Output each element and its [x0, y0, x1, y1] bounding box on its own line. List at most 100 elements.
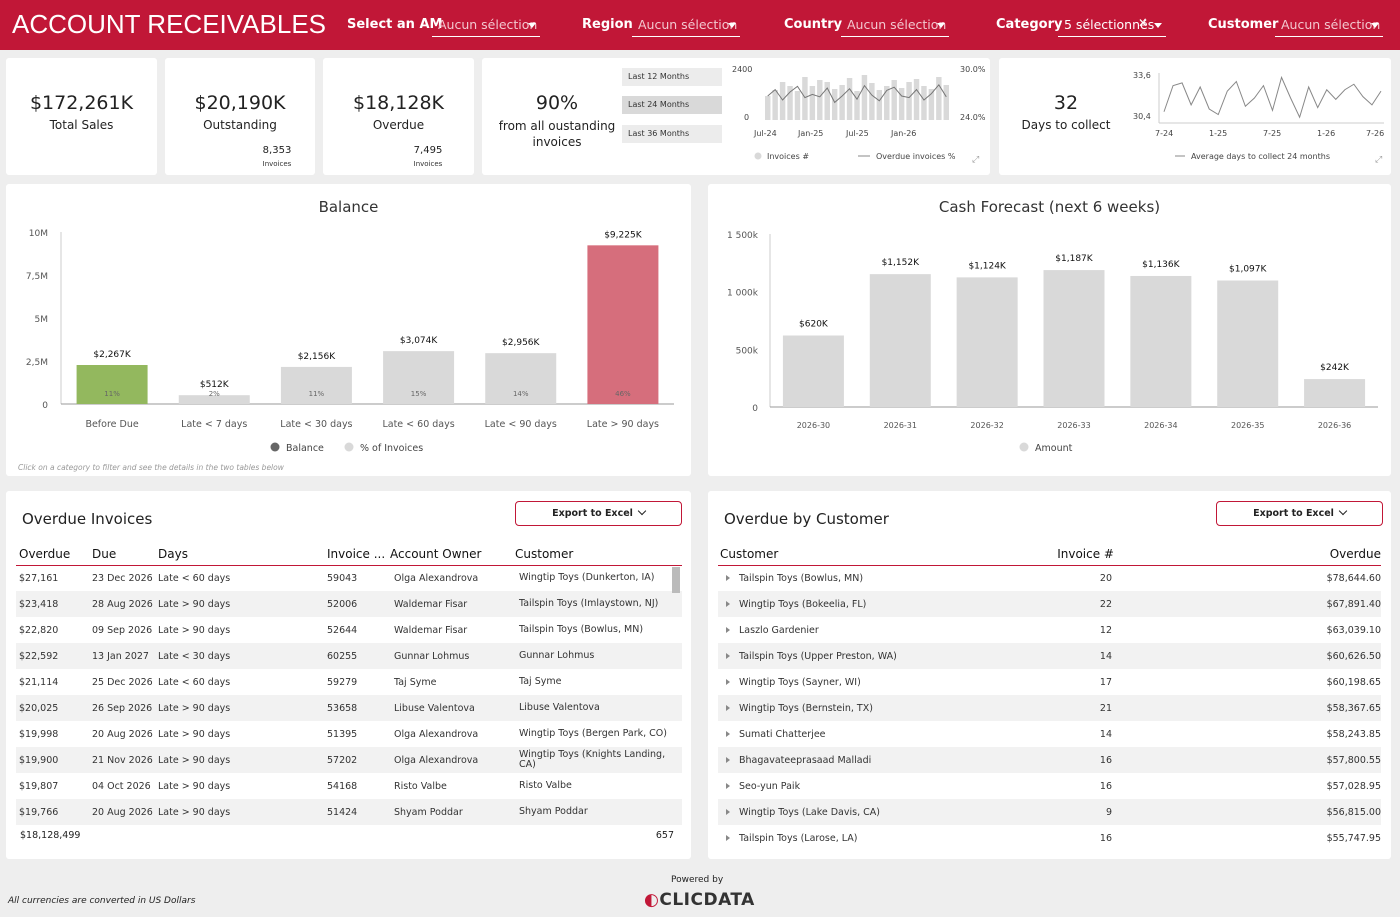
x-tick: 2026-35: [1231, 421, 1264, 430]
table-cell: 59279: [327, 676, 358, 688]
table-cell: 54168: [327, 780, 358, 792]
forecast-bar[interactable]: [956, 277, 1018, 407]
legend-pct-invoices[interactable]: % of Invoices: [360, 443, 423, 454]
table-row[interactable]: $23,418 28 Aug 2026 Late > 90 days 52006 Wal…: [16, 591, 682, 617]
table-cell: Tailspin Toys (Imlaystown, NJ): [515, 591, 682, 617]
kpi-label: Total Sales: [49, 118, 114, 132]
expand-row-icon[interactable]: [726, 808, 730, 815]
x-tick: 2026-30: [797, 421, 830, 430]
table-row[interactable]: Wingtip Toys (Bokeelia, FL) 22 $67,891.40: [718, 591, 1381, 617]
expand-row-icon[interactable]: [726, 730, 730, 737]
country-select[interactable]: Aucun sélection: [841, 15, 949, 37]
table-row[interactable]: $19,807 04 Oct 2026 Late > 90 days 54168 Ris…: [16, 773, 682, 799]
expand-row-icon[interactable]: [726, 834, 730, 841]
kpi-count: 7,495: [413, 145, 443, 156]
expand-icon[interactable]: ⤢: [1374, 155, 1382, 165]
legend-amount[interactable]: Amount: [1035, 443, 1073, 454]
forecast-bar[interactable]: [1217, 280, 1279, 407]
legend-swatch: [1019, 442, 1029, 452]
forecast-bar[interactable]: [1304, 379, 1366, 407]
table-row[interactable]: Wingtip Toys (Bernstein, TX) 21 $58,367.65: [718, 695, 1381, 721]
clear-icon[interactable]: ✕: [1137, 16, 1148, 30]
y-tick: 1 000k: [727, 289, 759, 299]
col-days[interactable]: Days: [158, 546, 188, 561]
bar-value-label: $1,152K: [882, 258, 920, 268]
table-row[interactable]: $20,025 26 Sep 2026 Late > 90 days 53658 Lib…: [16, 695, 682, 721]
balance-bar[interactable]: [485, 353, 557, 404]
table-row[interactable]: $19,900 21 Nov 2026 Late > 90 days 57202 Olg…: [16, 747, 682, 773]
balance-note: Click on a category to filter and see th…: [18, 463, 284, 472]
export-excel-button[interactable]: Export to Excel: [1216, 501, 1383, 526]
table-row[interactable]: $27,161 23 Dec 2026 Late < 60 days 59043 Olg…: [16, 565, 682, 591]
table-row[interactable]: $19,998 20 Aug 2026 Late > 90 days 51395 Olg…: [16, 721, 682, 747]
am-select[interactable]: Aucun sélection: [432, 15, 540, 37]
invoice-bar: [809, 86, 816, 120]
balance-bar[interactable]: [383, 351, 455, 404]
x-tick: Jan-25: [797, 129, 823, 138]
last-12-months-button[interactable]: Last 12 Months: [622, 68, 722, 86]
table-row[interactable]: Sumati Chatterjee 14 $58,243.85: [718, 721, 1381, 747]
table-cell: Shyam Poddar: [390, 799, 515, 825]
region-select[interactable]: Aucun sélection: [632, 15, 740, 37]
scrollbar-thumb[interactable]: [672, 567, 680, 593]
table-row[interactable]: $19,766 20 Aug 2026 Late > 90 days 51424 Shy…: [16, 799, 682, 825]
table-row[interactable]: $21,114 25 Dec 2026 Late < 60 days 59279 Taj…: [16, 669, 682, 695]
table-row[interactable]: Laszlo Gardenier 12 $63,039.10: [718, 617, 1381, 643]
expand-icon[interactable]: ⤢: [971, 155, 979, 165]
legend-balance[interactable]: Balance: [286, 443, 324, 454]
col-customer[interactable]: Customer: [515, 546, 574, 561]
table-row[interactable]: Wingtip Toys (Sayner, WI) 17 $60,198.65: [718, 669, 1381, 695]
table-row[interactable]: Bhagavateeprasaad Malladi 16 $57,800.55: [718, 747, 1381, 773]
table-cell: 59043: [327, 572, 358, 584]
expand-row-icon[interactable]: [726, 756, 730, 763]
table-row[interactable]: Wingtip Toys (Lake Davis, CA) 9 $56,815.00: [718, 799, 1381, 825]
expand-row-icon[interactable]: [726, 574, 730, 581]
forecast-bar[interactable]: [782, 335, 844, 407]
legend-overdue-pct: Overdue invoices %: [876, 152, 956, 161]
x-tick: 7-26: [1366, 129, 1384, 138]
invoice-bar: [772, 90, 778, 120]
x-tick: Late < 30 days: [280, 419, 352, 430]
col-account-owner[interactable]: Account Owner: [390, 546, 482, 561]
expand-row-icon[interactable]: [726, 626, 730, 633]
col-invoice-count[interactable]: Invoice #: [1057, 546, 1114, 561]
table-cell: Wingtip Toys (Bokeelia, FL): [718, 591, 1018, 617]
table-row[interactable]: Seo-yun Paik 16 $57,028.95: [718, 773, 1381, 799]
customer-select[interactable]: Aucun sélection: [1275, 15, 1383, 37]
table-cell: $27,161: [19, 572, 59, 584]
balance-bar[interactable]: [76, 365, 148, 404]
expand-row-icon[interactable]: [726, 704, 730, 711]
col-overdue[interactable]: Overdue: [19, 546, 71, 561]
balance-bar[interactable]: [280, 366, 352, 404]
expand-row-icon[interactable]: [726, 678, 730, 685]
expand-row-icon[interactable]: [726, 600, 730, 607]
last-24-months-button[interactable]: Last 24 Months: [622, 96, 722, 114]
table-cell: $19,766: [16, 799, 92, 825]
table-row[interactable]: Tailspin Toys (Upper Preston, WA) 14 $60,6…: [718, 643, 1381, 669]
export-excel-button[interactable]: Export to Excel: [515, 501, 682, 526]
table-cell: Wingtip Toys (Sayner, WI): [718, 669, 1018, 695]
table-row[interactable]: $22,592 13 Jan 2027 Late < 30 days 60255 Gun…: [16, 643, 682, 669]
expand-row-icon[interactable]: [726, 782, 730, 789]
col-overdue[interactable]: Overdue: [1329, 546, 1381, 561]
table-row[interactable]: Tailspin Toys (Bowlus, MN) 20 $78,644.60: [718, 565, 1381, 591]
last-36-months-button[interactable]: Last 36 Months: [622, 125, 722, 143]
col-customer[interactable]: Customer: [720, 546, 779, 561]
table-row[interactable]: Tailspin Toys (Larose, LA) 16 $55,747.95: [718, 825, 1381, 851]
balance-bar[interactable]: [587, 245, 659, 404]
forecast-bar[interactable]: [1043, 270, 1105, 407]
table-cell: 51424: [327, 799, 390, 825]
x-tick: Late < 60 days: [382, 419, 454, 430]
category-select[interactable]: 5 sélectionnés ✕: [1058, 15, 1166, 37]
table-cell: Sumati Chatterjee: [718, 721, 1018, 747]
forecast-bar[interactable]: [1130, 275, 1192, 407]
table-cell: Laszlo Gardenier: [718, 617, 1018, 643]
expand-row-icon[interactable]: [726, 652, 730, 659]
forecast-bar[interactable]: [869, 274, 931, 407]
x-tick: 1-25: [1209, 129, 1227, 138]
col-due[interactable]: Due: [92, 546, 117, 561]
col-invoice[interactable]: Invoice ...: [327, 546, 386, 561]
legend-swatch: [344, 442, 354, 452]
table-row[interactable]: $22,820 09 Sep 2026 Late > 90 days 52644 Wal…: [16, 617, 682, 643]
balance-bar[interactable]: [178, 395, 250, 404]
